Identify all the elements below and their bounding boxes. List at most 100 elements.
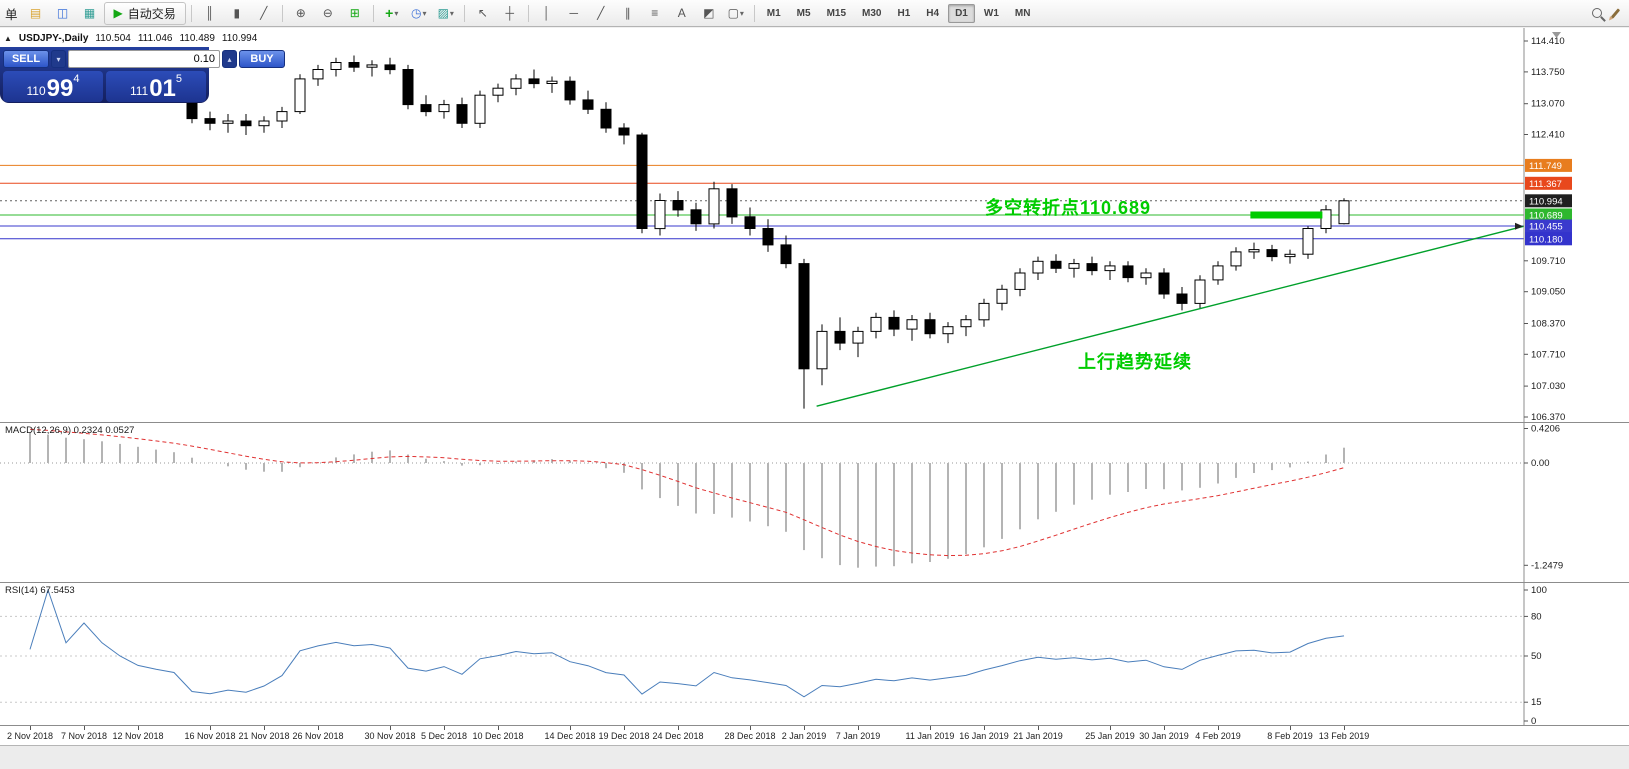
volume-input[interactable] xyxy=(68,50,220,68)
trend-line[interactable] xyxy=(816,225,1525,407)
svg-text:80: 80 xyxy=(1531,611,1542,622)
timeframe-m5[interactable]: M5 xyxy=(796,7,811,19)
timeframe-m30[interactable]: M30 xyxy=(862,7,882,19)
time-label: 30 Nov 2018 xyxy=(364,731,416,741)
level-lines[interactable] xyxy=(0,164,1524,240)
time-label: 21 Jan 2019 xyxy=(1013,731,1063,741)
zoom-out-icon[interactable]: ⊖ xyxy=(322,6,333,20)
time-tick xyxy=(624,726,625,730)
time-tick xyxy=(984,726,985,730)
candlestick-chart-icon[interactable]: ▮ xyxy=(233,6,241,20)
svg-text:110.994: 110.994 xyxy=(1529,196,1563,207)
time-tick xyxy=(678,726,679,730)
time-tick xyxy=(498,726,499,730)
horizontal-scrollbar[interactable] xyxy=(0,745,1629,769)
fibonacci-icon[interactable]: ≡ xyxy=(651,6,659,20)
time-label: 30 Jan 2019 xyxy=(1139,731,1189,741)
rsi-line xyxy=(29,588,1345,698)
timeframe-m15[interactable]: M15 xyxy=(826,7,847,19)
time-label: 16 Nov 2018 xyxy=(184,731,236,741)
svg-text:100: 100 xyxy=(1531,585,1547,596)
tile-windows-icon[interactable]: ⊞ xyxy=(349,6,360,20)
timeframe-group: M1 M5 M15 M30 H1 H4 D1 W1 MN xyxy=(760,3,1038,23)
separator xyxy=(463,4,465,22)
time-label: 26 Nov 2018 xyxy=(292,731,344,741)
vertical-line-icon[interactable]: │ xyxy=(543,6,551,20)
zoom-in-icon[interactable]: ⊕ xyxy=(295,6,306,20)
time-tick xyxy=(210,726,211,730)
trendline-arrow xyxy=(1515,222,1523,230)
svg-text:0.00: 0.00 xyxy=(1531,458,1550,469)
time-tick xyxy=(804,726,805,730)
timeframe-h4[interactable]: H4 xyxy=(926,7,940,19)
shapes-button[interactable]: ▢ ▾ xyxy=(723,3,749,24)
volume-stepper[interactable]: ▴ xyxy=(222,50,237,68)
price-tick: 113.750 xyxy=(1531,67,1565,78)
bid-prefix: 110 xyxy=(26,84,46,98)
time-tick xyxy=(1110,726,1111,730)
cursor-icon[interactable]: ↖ xyxy=(477,6,488,20)
trendline-icon[interactable]: ╱ xyxy=(597,6,605,20)
separator xyxy=(372,4,374,22)
crosshair-icon[interactable]: ┼ xyxy=(505,6,515,20)
price-tag xyxy=(1525,194,1572,208)
timeframe-d1[interactable]: D1 xyxy=(948,3,975,23)
timeframe-m1[interactable]: M1 xyxy=(766,7,781,19)
price-tick: 109.710 xyxy=(1531,256,1565,267)
trend-annotation[interactable]: 上行趋势延续 xyxy=(1078,352,1192,372)
macd-axis[interactable]: 0.4206 0.00 -1.2479 xyxy=(1524,424,1563,572)
time-tick xyxy=(858,726,859,730)
time-tick xyxy=(930,726,931,730)
channel-icon[interactable]: ∥ xyxy=(624,6,631,20)
rsi-pane[interactable]: 100 80 50 15 0 RSI(14) 67.5453 xyxy=(0,582,1629,725)
time-axis[interactable]: 2 Nov 2018 7 Nov 2018 12 Nov 2018 16 Nov 20… xyxy=(0,725,1629,745)
search-icon[interactable] xyxy=(1592,8,1602,18)
time-label: 7 Nov 2018 xyxy=(60,731,108,741)
pivot-annotation[interactable]: 多空转折点110.689 xyxy=(985,198,1152,218)
time-tick xyxy=(444,726,445,730)
price-axis[interactable]: 114.410 113.750 113.070 112.410 109.710 109.0… xyxy=(1524,32,1572,422)
bid-price[interactable]: 110 99 4 xyxy=(3,71,103,102)
sell-button[interactable]: SELL xyxy=(3,50,49,68)
time-label: 12 Nov 2018 xyxy=(112,731,164,741)
horizontal-line-icon[interactable]: ─ xyxy=(569,6,579,20)
navigator-icon[interactable]: ◫ xyxy=(56,6,69,20)
indicators-button[interactable]: + ▾ xyxy=(379,3,405,24)
new-order-icon[interactable]: ▤ xyxy=(29,6,42,20)
price-tick: 107.030 xyxy=(1531,381,1565,392)
time-tick xyxy=(1218,726,1219,730)
autotrading-button[interactable]: ▶ 自动交易 xyxy=(103,1,186,25)
timeframe-mn[interactable]: MN xyxy=(1014,7,1031,19)
timeframe-w1[interactable]: W1 xyxy=(983,7,999,19)
label-tool-icon[interactable]: ◩ xyxy=(703,6,715,20)
templates-button[interactable]: ▨ ▾ xyxy=(433,3,459,24)
periods-button[interactable]: ◷ ▾ xyxy=(406,3,432,24)
time-tick xyxy=(318,726,319,730)
time-tick xyxy=(1344,726,1345,730)
collapse-icon[interactable]: ▲ xyxy=(4,34,12,43)
line-chart-icon[interactable]: ╱ xyxy=(260,6,268,20)
price-chart-pane[interactable]: 114.410 113.750 113.070 112.410 109.710 109.0… xyxy=(0,28,1629,422)
clock-icon: ◷ xyxy=(411,6,422,20)
text-tool-icon[interactable]: A xyxy=(677,6,686,20)
open-value: 110.504 xyxy=(95,33,131,44)
macd-pane[interactable]: 0.4206 0.00 -1.2479 MACD(12,26,9) 0.2324 0… xyxy=(0,422,1629,582)
market-watch-icon[interactable]: ▦ xyxy=(83,6,96,20)
chevron-down-icon: ▾ xyxy=(449,8,454,18)
price-chart-canvas[interactable]: 114.410 113.750 113.070 112.410 109.710 109.0… xyxy=(0,28,1629,422)
price-tag xyxy=(1525,176,1572,190)
autotrading-label: 自动交易 xyxy=(127,6,176,21)
chevron-down-icon: ▾ xyxy=(394,8,399,18)
buy-button[interactable]: BUY xyxy=(239,50,285,68)
ask-big-digits: 01 xyxy=(149,75,176,102)
sell-options-caret[interactable]: ▾ xyxy=(51,50,66,68)
indicators-icon: + xyxy=(385,5,394,21)
bar-chart-icon[interactable]: ║ xyxy=(205,6,215,20)
ask-price[interactable]: 111 01 5 xyxy=(106,71,206,102)
orders-menu[interactable]: 单 xyxy=(5,7,18,22)
rsi-axis[interactable]: 100 80 50 15 0 xyxy=(1524,585,1547,725)
edit-icon[interactable] xyxy=(1610,7,1621,19)
price-tick: 107.710 xyxy=(1531,349,1565,360)
timeframe-h1[interactable]: H1 xyxy=(897,7,911,19)
time-label: 28 Dec 2018 xyxy=(724,731,776,741)
